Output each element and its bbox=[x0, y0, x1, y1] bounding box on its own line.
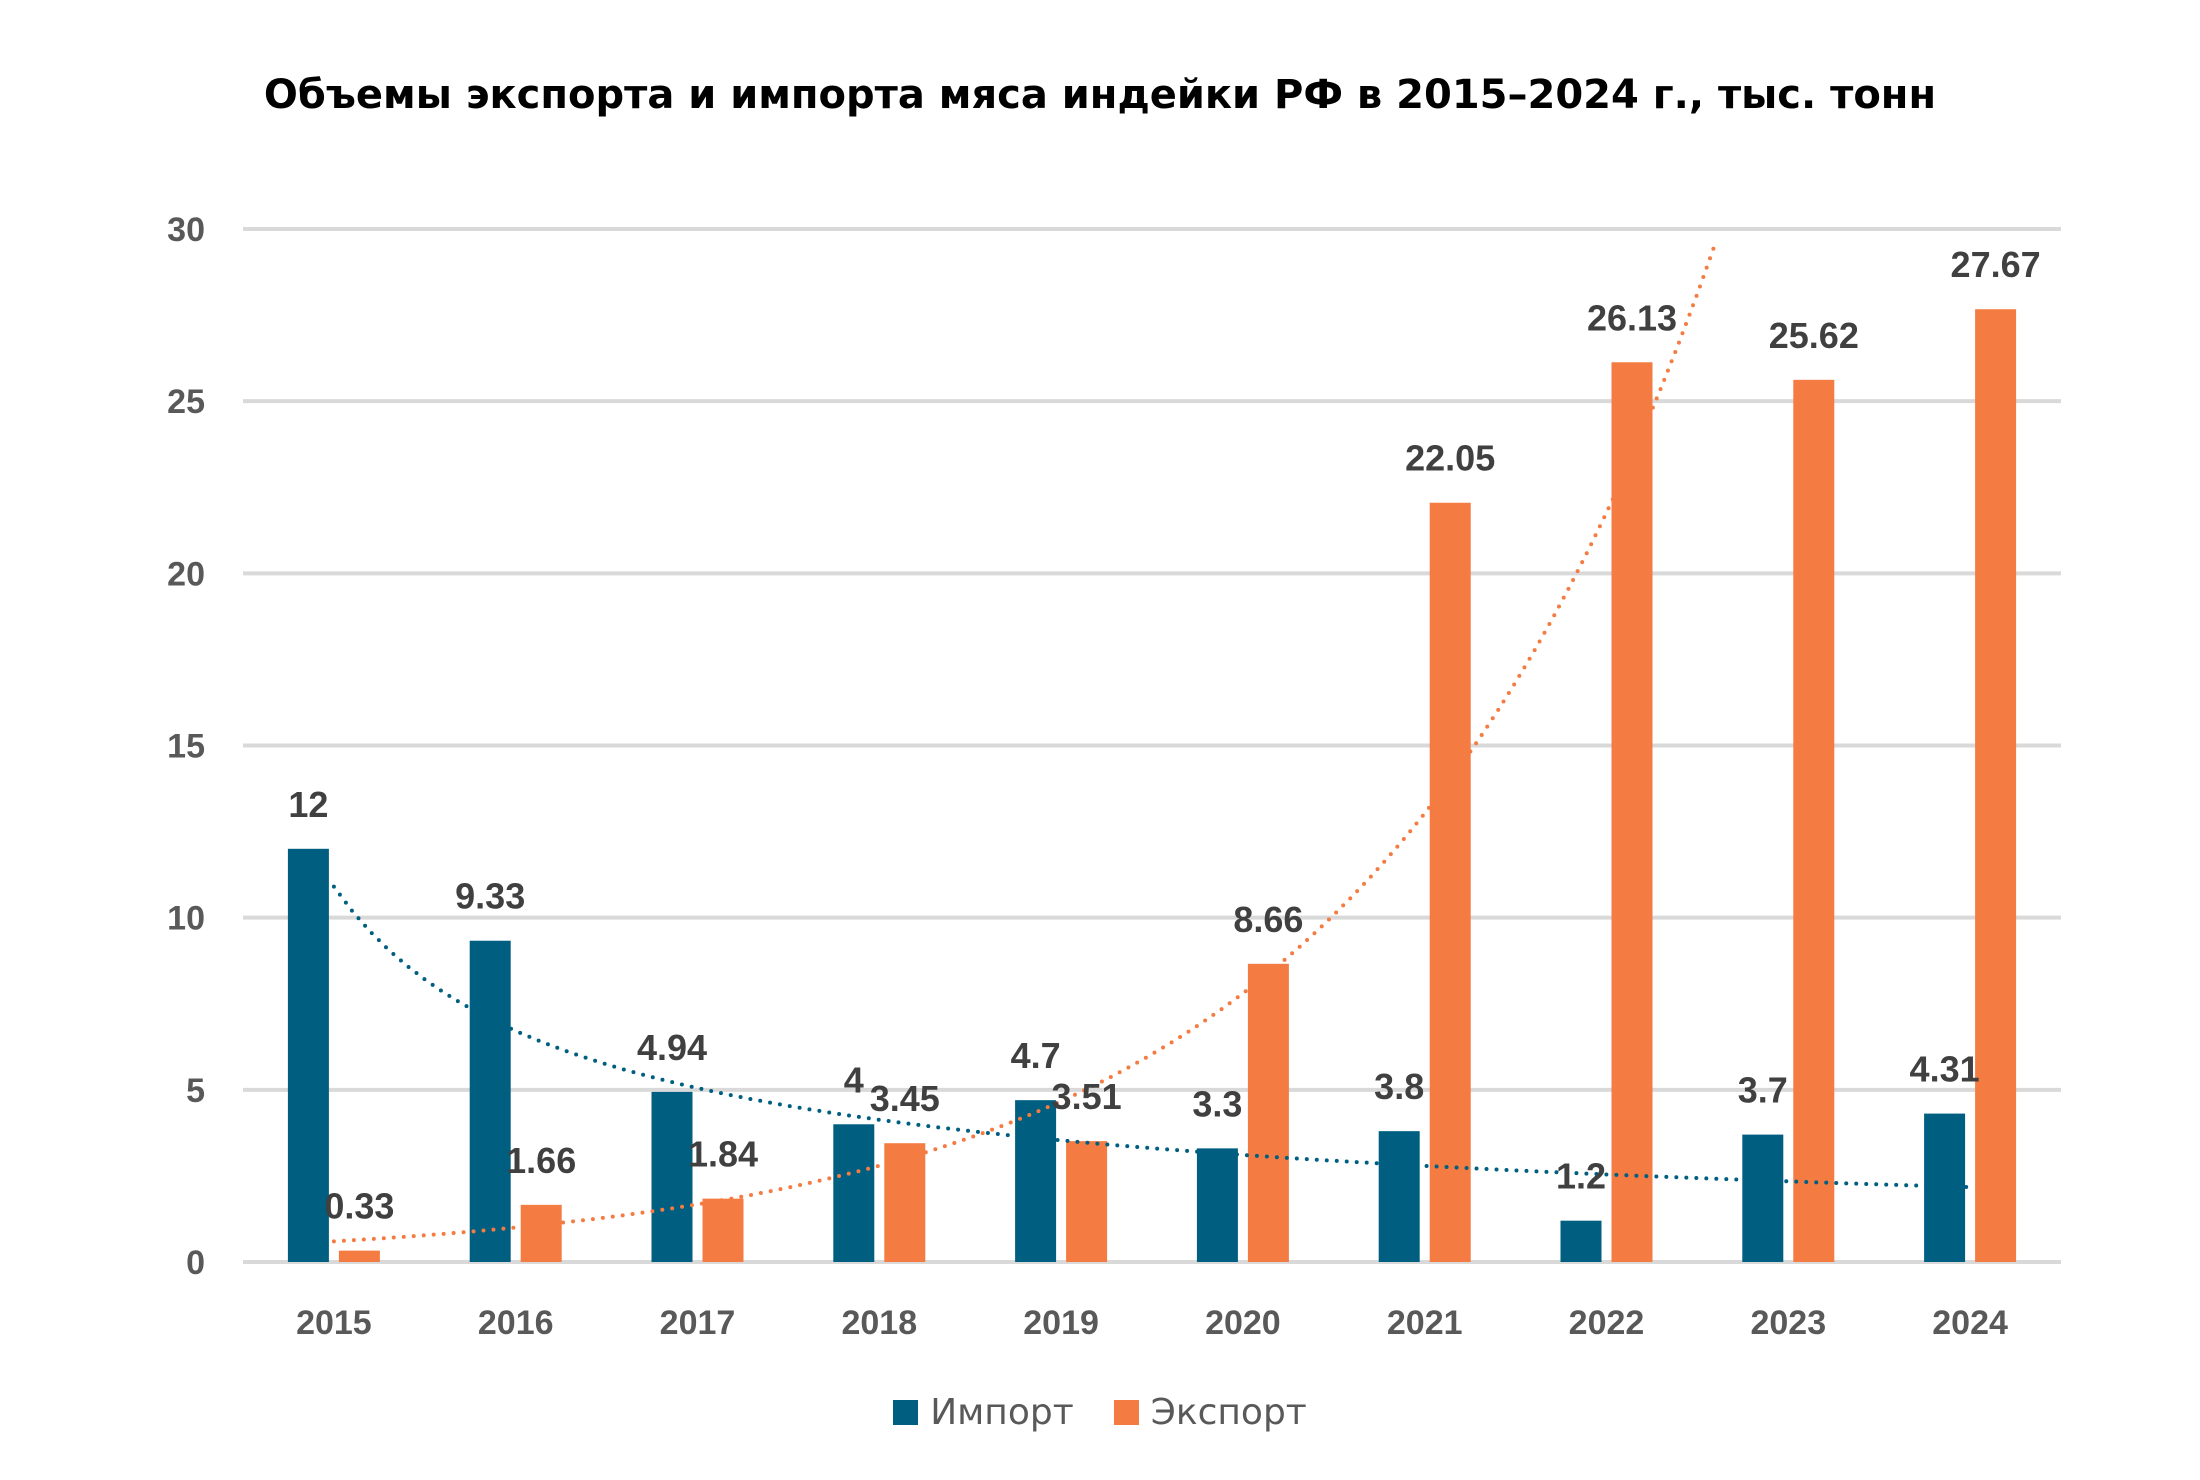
y-tick-label: 30 bbox=[167, 211, 205, 249]
legend-label-export: Экспорт bbox=[1150, 1392, 1307, 1433]
legend-swatch-export bbox=[1113, 1400, 1139, 1425]
bar-import bbox=[1924, 1113, 1966, 1262]
bar-export bbox=[520, 1204, 562, 1262]
y-tick-label: 10 bbox=[167, 900, 205, 938]
data-label-import: 3.3 bbox=[1192, 1083, 1242, 1124]
data-label-import: 4 bbox=[844, 1059, 864, 1100]
data-label-export: 27.67 bbox=[1951, 244, 2041, 285]
y-tick-label: 25 bbox=[167, 383, 205, 421]
data-label-export: 1.66 bbox=[506, 1140, 576, 1181]
bar-import bbox=[1742, 1134, 1784, 1262]
bar-import bbox=[651, 1091, 693, 1262]
x-tick-label: 2024 bbox=[1932, 1304, 2008, 1342]
trendline-import bbox=[331, 884, 1973, 1190]
bar-export bbox=[1429, 502, 1471, 1262]
data-labels: 12 9.33 4.94 4 4.7 3.3 3.8 1.2 3.7 4.31 0.33 1.66 1.… bbox=[288, 244, 2040, 1226]
data-label-export: 1.84 bbox=[688, 1134, 758, 1175]
x-tick-label: 2020 bbox=[1205, 1304, 1281, 1342]
x-tick-label: 2022 bbox=[1569, 1304, 1645, 1342]
bar-export bbox=[1611, 362, 1653, 1263]
bar-import bbox=[1196, 1148, 1238, 1262]
data-label-import: 3.7 bbox=[1738, 1070, 1788, 1111]
y-tick-label: 5 bbox=[186, 1072, 205, 1110]
bar-import bbox=[1015, 1100, 1057, 1262]
data-label-export: 0.33 bbox=[324, 1186, 394, 1227]
x-tick-label: 2017 bbox=[660, 1304, 736, 1342]
data-label-export: 3.45 bbox=[870, 1078, 940, 1119]
chart-title: Объемы экспорта и импорта мяса индейки Р… bbox=[263, 72, 1937, 118]
bar-export bbox=[884, 1143, 926, 1262]
legend-label-import: Импорт bbox=[930, 1392, 1074, 1433]
x-tick-label: 2021 bbox=[1387, 1304, 1463, 1342]
x-tick-label: 2023 bbox=[1750, 1304, 1826, 1342]
gridlines bbox=[243, 227, 2061, 1264]
trendline-export bbox=[331, 240, 1718, 1244]
bar-import bbox=[1378, 1131, 1420, 1262]
data-label-export: 25.62 bbox=[1769, 315, 1859, 356]
data-label-export: 3.51 bbox=[1052, 1076, 1122, 1117]
bar-export bbox=[338, 1250, 380, 1262]
y-axis-ticks: 0 5 10 15 20 25 30 bbox=[167, 211, 205, 1282]
y-tick-label: 20 bbox=[167, 555, 205, 593]
bar-export bbox=[702, 1198, 744, 1262]
bar-import bbox=[833, 1124, 875, 1262]
data-label-import: 1.2 bbox=[1556, 1156, 1606, 1197]
legend-swatch-import bbox=[893, 1400, 919, 1425]
data-label-import: 4.7 bbox=[1011, 1035, 1061, 1076]
data-label-export: 8.66 bbox=[1233, 899, 1303, 940]
bar-export bbox=[1975, 309, 2017, 1262]
bar-import bbox=[1560, 1220, 1602, 1262]
bars bbox=[287, 309, 2017, 1263]
legend-item-import[interactable]: Импорт bbox=[893, 1392, 1074, 1433]
y-tick-label: 0 bbox=[186, 1244, 205, 1282]
data-label-export: 26.13 bbox=[1587, 297, 1677, 338]
data-label-import: 9.33 bbox=[455, 876, 525, 917]
x-tick-label: 2019 bbox=[1023, 1304, 1099, 1342]
data-label-import: 12 bbox=[288, 784, 328, 825]
legend-item-export[interactable]: Экспорт bbox=[1113, 1392, 1307, 1433]
data-label-import: 4.94 bbox=[637, 1027, 707, 1068]
trendlines bbox=[331, 240, 1973, 1244]
x-axis-ticks: 2015 2016 2017 2018 2019 2020 2021 2022 2023 2024 bbox=[296, 1304, 2008, 1342]
y-tick-label: 15 bbox=[167, 728, 205, 766]
x-tick-label: 2016 bbox=[478, 1304, 554, 1342]
x-tick-label: 2015 bbox=[296, 1304, 372, 1342]
x-tick-label: 2018 bbox=[841, 1304, 917, 1342]
bar-export bbox=[1247, 963, 1289, 1262]
bar-import bbox=[469, 940, 511, 1262]
data-label-export: 22.05 bbox=[1405, 438, 1495, 479]
data-label-import: 4.31 bbox=[1910, 1049, 1980, 1090]
data-label-import: 3.8 bbox=[1374, 1066, 1424, 1107]
bar-import bbox=[287, 848, 329, 1262]
legend: Импорт Экспорт bbox=[0, 1392, 2200, 1433]
bar-export bbox=[1793, 379, 1835, 1262]
bar-export bbox=[1066, 1141, 1108, 1262]
